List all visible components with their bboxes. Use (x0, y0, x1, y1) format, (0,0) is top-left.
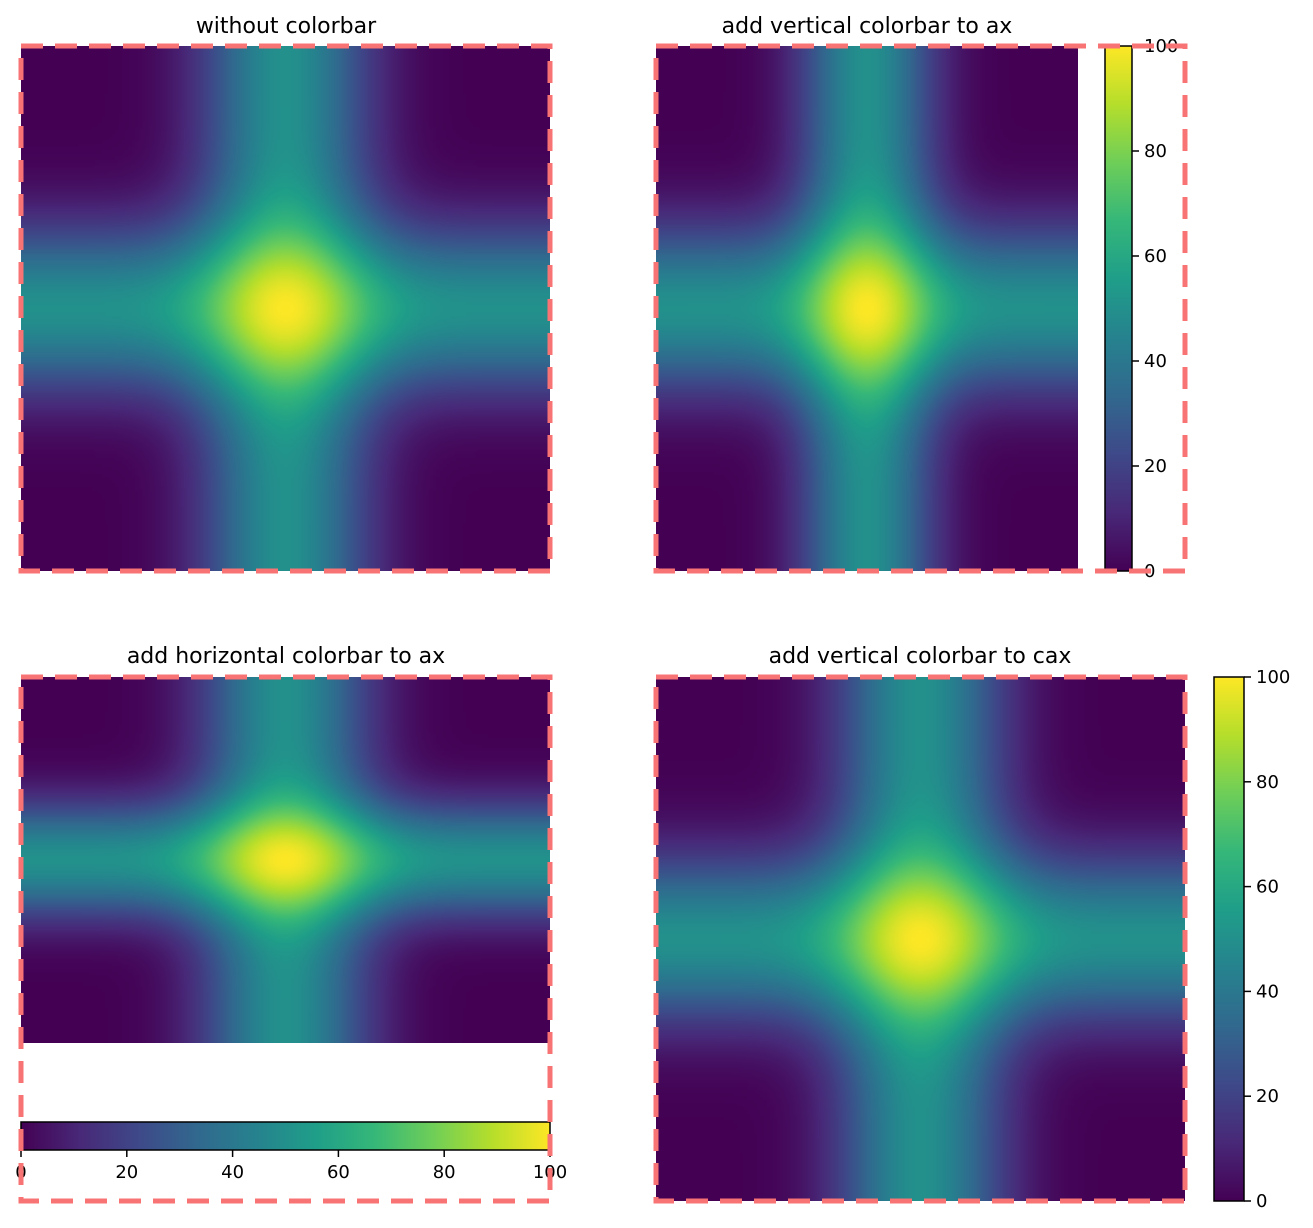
colorbar-tick-label: 40 (221, 1162, 244, 1183)
colorbar-tick-label: 20 (1144, 456, 1167, 477)
colorbar-tick-label: 20 (1256, 1086, 1279, 1107)
axes-outline (653, 674, 1188, 1204)
colorbar-tick-label: 0 (1256, 1191, 1267, 1212)
colorbar-tick-label: 60 (327, 1162, 350, 1183)
colorbar (1104, 45, 1133, 572)
colorbar-tick-label: 100 (1256, 667, 1290, 688)
heatmap-image (21, 46, 550, 571)
colorbar-tick-label: 100 (1144, 36, 1178, 57)
colorbar-tick-label: 20 (115, 1162, 138, 1183)
colorbar-ticks: 0 20 40 60 80 100 (1244, 667, 1290, 1212)
colorbar-tick-label: 80 (433, 1162, 456, 1183)
heatmap-image (656, 46, 1078, 571)
panel-vertical-colorbar-cax: add vertical colorbar to cax 0 20 40 60 80 10… (653, 644, 1290, 1212)
heatmap-image (656, 677, 1185, 1201)
colorbar-tick-label: 40 (1256, 981, 1279, 1002)
colorbar (1213, 676, 1245, 1202)
panel-horizontal-colorbar-ax: add horizontal colorbar to ax 0 20 40 60 80 1… (15, 644, 567, 1204)
colorbar-tick-label: 60 (1256, 877, 1279, 898)
panel-title: add horizontal colorbar to ax (127, 644, 445, 669)
panel-title: add vertical colorbar to ax (722, 14, 1013, 39)
panel-without-colorbar: without colorbar (18, 14, 553, 574)
axes-outline (18, 674, 553, 1204)
colorbar-tick-label: 80 (1256, 772, 1279, 793)
panel-title: add vertical colorbar to cax (769, 644, 1072, 669)
axes-outline (18, 43, 553, 574)
colorbar-tick-label: 60 (1144, 246, 1167, 267)
colorbar (20, 1121, 551, 1151)
axes-outline (653, 43, 1188, 574)
colorbar-tick-label: 40 (1144, 351, 1167, 372)
colorbar-tick-label: 80 (1144, 141, 1167, 162)
panel-title: without colorbar (196, 14, 377, 39)
heatmap-image (21, 677, 550, 1043)
